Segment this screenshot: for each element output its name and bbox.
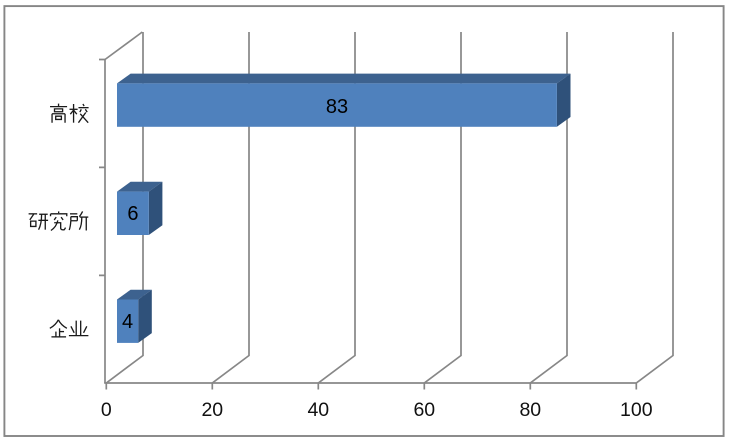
svg-text:100: 100 [620, 399, 653, 421]
svg-text:4: 4 [122, 311, 133, 333]
svg-text:40: 40 [307, 399, 329, 421]
svg-text:83: 83 [326, 96, 348, 118]
svg-text:20: 20 [201, 399, 223, 421]
svg-text:60: 60 [413, 399, 435, 421]
svg-text:0: 0 [101, 399, 112, 421]
svg-text:80: 80 [519, 399, 541, 421]
svg-text:6: 6 [127, 203, 138, 225]
